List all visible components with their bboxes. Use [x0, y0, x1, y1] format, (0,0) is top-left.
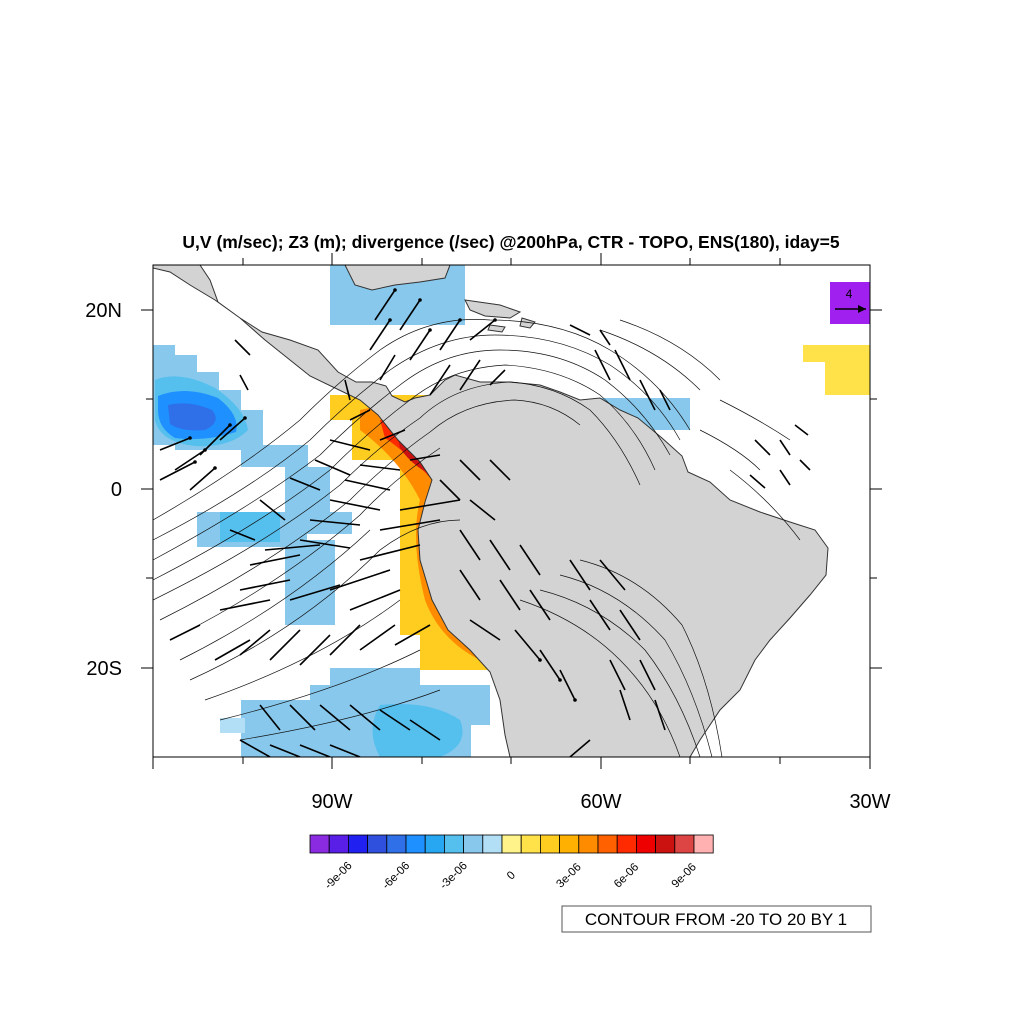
contour-note-box — [561, 905, 872, 933]
colorbar-swatch — [424, 834, 445, 854]
x-tick-label: 60W — [580, 791, 621, 813]
reference-vector-label: 4 — [846, 287, 853, 301]
colorbar-swatch — [674, 834, 695, 854]
colorbar-label: 9e-06 — [670, 861, 699, 890]
colorbar-swatch — [559, 834, 580, 854]
colorbar-label: -9e-06 — [323, 860, 355, 892]
colorbar-label: 6e-06 — [612, 861, 641, 890]
colorbar-swatch — [328, 834, 349, 854]
x-tick-label: 90W — [311, 791, 352, 813]
colorbar: -9e-06 -6e-06 -3e-06 0 3e-06 6e-06 9e-06 — [309, 834, 714, 892]
wind-vector-heads — [188, 288, 577, 702]
colorbar-swatch — [616, 834, 637, 854]
y-tick-label: 0 — [111, 479, 122, 501]
x-tick-label: 30W — [849, 791, 890, 813]
colorbar-swatch — [578, 834, 599, 854]
wind-vectors — [159, 289, 811, 757]
contour-note: CONTOUR FROM -20 TO 20 BY 1 — [585, 910, 847, 929]
plot-title: U,V (m/sec); Z3 (m); divergence (/sec) @… — [182, 232, 839, 252]
colorbar-swatch — [693, 834, 714, 854]
colorbar-swatch — [540, 834, 561, 854]
colorbar-swatch — [443, 834, 464, 854]
colorbar-label: 0 — [505, 869, 518, 882]
colorbar-swatch — [309, 834, 330, 854]
axis-ticks — [141, 253, 882, 769]
colorbar-swatch — [405, 834, 426, 854]
colorbar-swatch — [636, 834, 657, 854]
colorbar-swatch — [501, 834, 522, 854]
colorbar-label: 3e-06 — [554, 861, 583, 890]
colorbar-swatch — [367, 834, 388, 854]
y-tick-label: 20S — [86, 658, 122, 680]
colorbar-label: -6e-06 — [380, 860, 412, 892]
colorbar-label: -3e-06 — [438, 860, 470, 892]
colorbar-swatch — [386, 834, 407, 854]
colorbar-swatch — [482, 834, 503, 854]
reference-vector: 4 — [835, 287, 866, 313]
plot-area: 4 — [153, 265, 870, 757]
colorbar-swatch — [463, 834, 484, 854]
y-tick-label: 20N — [85, 300, 122, 322]
colorbar-swatch — [347, 834, 368, 854]
colorbar-swatch — [655, 834, 676, 854]
colorbar-swatch — [520, 834, 541, 854]
height-contours — [153, 319, 801, 757]
land-masses — [153, 265, 829, 757]
colorbar-swatch — [597, 834, 618, 854]
